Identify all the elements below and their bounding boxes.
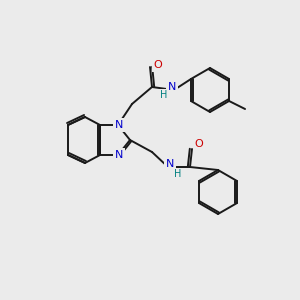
Text: N: N — [115, 150, 123, 160]
Text: H: H — [160, 90, 168, 100]
Text: N: N — [115, 120, 123, 130]
Text: H: H — [174, 169, 182, 179]
Text: O: O — [195, 139, 203, 149]
Text: N: N — [168, 82, 176, 92]
Text: O: O — [154, 60, 162, 70]
Text: N: N — [166, 159, 174, 169]
